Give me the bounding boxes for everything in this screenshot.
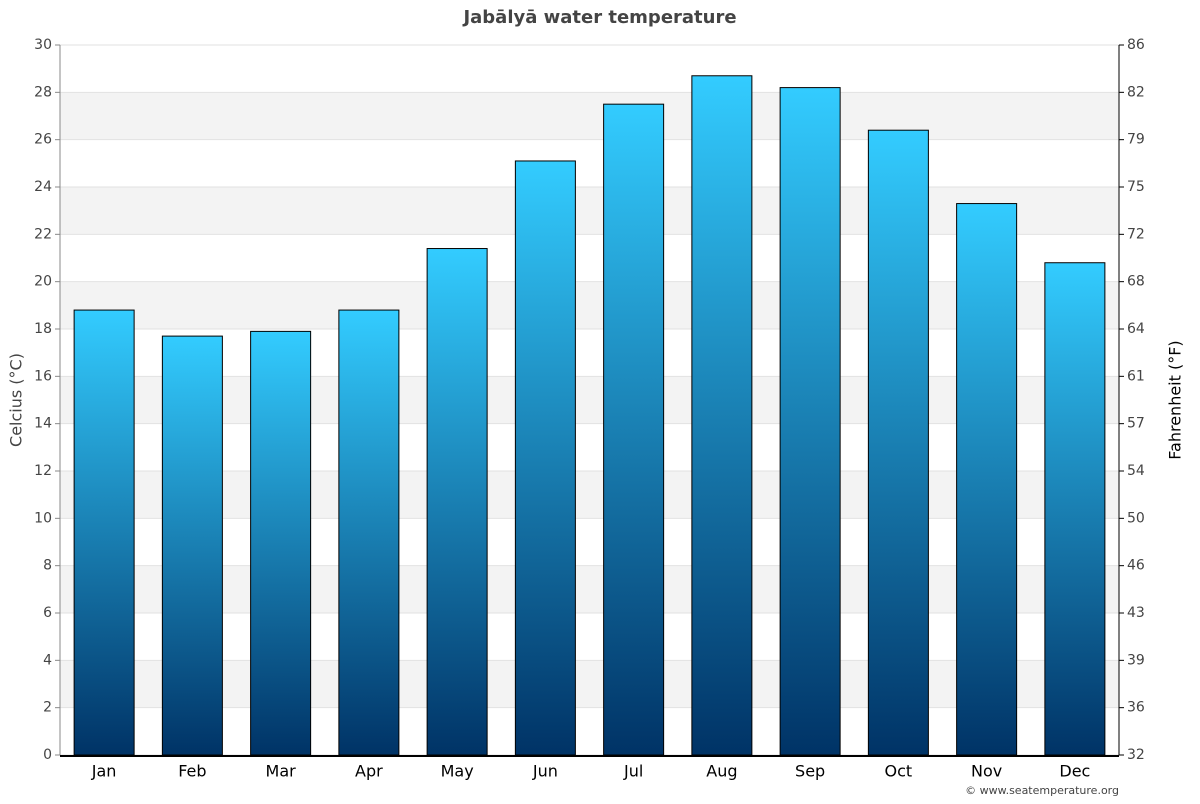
bar	[867, 129, 929, 756]
x-tick-label: Aug	[706, 762, 737, 781]
y2-axis-label: Fahrenheit (°F)	[1166, 340, 1185, 459]
x-tick-label: Apr	[355, 762, 383, 781]
y2-tick-label: 79	[1127, 132, 1145, 148]
x-tick-label: Nov	[971, 762, 1002, 781]
x-tick-label: Feb	[178, 762, 206, 781]
y2-tick-label: 61	[1127, 368, 1145, 384]
y2-tick-label: 39	[1127, 652, 1145, 668]
bar	[1044, 262, 1106, 756]
grid-band	[60, 565, 1119, 613]
x-tick-label: May	[441, 762, 474, 781]
y2-tick-label: 64	[1127, 321, 1145, 337]
grid-band	[60, 281, 1119, 329]
grid-band	[60, 92, 1119, 140]
y-tick-label: 10	[34, 510, 52, 526]
y-tick-label: 24	[34, 179, 52, 195]
bar	[691, 75, 753, 756]
y-tick-label: 12	[34, 463, 52, 479]
grid-band	[60, 187, 1119, 235]
y2-tick-label: 68	[1127, 274, 1145, 290]
x-tick-label: Jan	[91, 762, 117, 781]
y2-tick-label: 46	[1127, 558, 1145, 574]
x-tick-label: Jul	[623, 762, 643, 781]
x-tick-label: Mar	[266, 762, 297, 781]
y-tick-label: 4	[43, 652, 52, 668]
y-tick-label: 28	[34, 84, 52, 100]
bar	[73, 309, 135, 756]
bar	[779, 87, 841, 756]
bar	[161, 335, 223, 756]
grid-band	[60, 471, 1119, 519]
y-axis-label: Celcius (°C)	[7, 353, 26, 447]
y-tick-label: 0	[43, 747, 52, 763]
y2-tick-label: 50	[1127, 510, 1145, 526]
grid-band	[60, 660, 1119, 708]
bar	[338, 309, 400, 756]
y2-tick-label: 86	[1127, 37, 1145, 53]
source: © www.seatemperature.org	[965, 784, 1119, 797]
y-tick-label: 16	[34, 368, 52, 384]
x-tick-label: Jun	[532, 762, 558, 781]
chart-title: Jabālyā water temperature	[461, 7, 736, 28]
y2-tick-label: 57	[1127, 416, 1145, 432]
y-tick-label: 14	[34, 416, 52, 432]
y2-tick-label: 82	[1127, 84, 1145, 100]
bar	[514, 160, 576, 756]
y-tick-label: 20	[34, 274, 52, 290]
bar	[426, 248, 488, 756]
bar	[603, 103, 665, 756]
y-tick-label: 18	[34, 321, 52, 337]
grid-band	[60, 376, 1119, 424]
y2-tick-label: 54	[1127, 463, 1145, 479]
y-tick-label: 8	[43, 558, 52, 574]
y2-tick-label: 43	[1127, 605, 1145, 621]
x-tick-label: Dec	[1059, 762, 1090, 781]
y-tick-label: 6	[43, 605, 52, 621]
y2-tick-label: 36	[1127, 700, 1145, 716]
y-tick-label: 2	[43, 700, 52, 716]
x-tick-label: Sep	[795, 762, 825, 781]
y2-tick-label: 75	[1127, 179, 1145, 195]
y2-tick-label: 32	[1127, 747, 1145, 763]
y2-tick-label: 72	[1127, 226, 1145, 242]
bar	[956, 203, 1018, 756]
y-tick-label: 26	[34, 132, 52, 148]
bar	[250, 330, 312, 756]
y-tick-label: 30	[34, 37, 52, 53]
y-tick-label: 22	[34, 226, 52, 242]
x-tick-label: Oct	[885, 762, 913, 781]
